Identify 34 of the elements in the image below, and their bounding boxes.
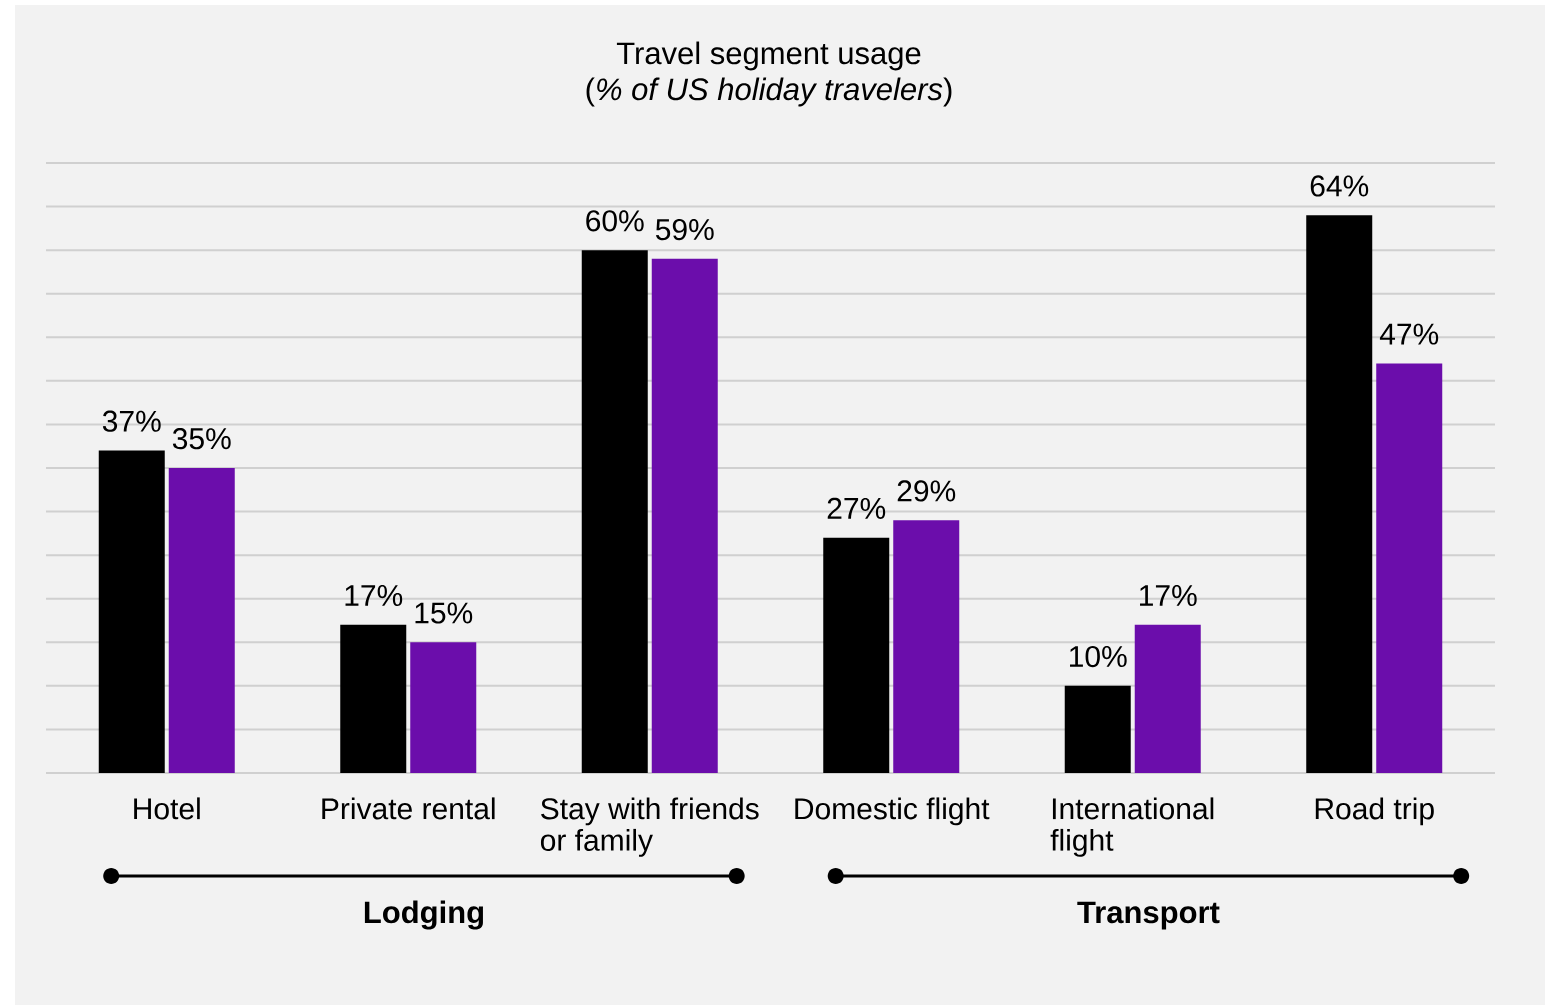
bar	[168, 468, 235, 773]
bar	[410, 642, 477, 773]
bar	[651, 258, 718, 773]
data-label: 10%	[1070, 645, 1127, 668]
data-label: 27%	[827, 497, 886, 519]
chart-title: Travel segment usage	[616, 41, 921, 71]
data-label: 47%	[1379, 323, 1439, 345]
data-label: 35%	[172, 428, 231, 450]
bar	[1064, 685, 1131, 773]
x-tick-label: International flight	[1050, 797, 1214, 857]
x-tick-label: Domestic flight	[795, 797, 990, 826]
data-label: 15%	[415, 602, 473, 624]
bar	[1134, 624, 1201, 773]
bar	[581, 250, 648, 773]
x-tick-label: Stay with friends or family	[540, 797, 759, 857]
data-label: 64%	[1310, 175, 1369, 197]
bar	[893, 520, 960, 773]
data-label: 29%	[897, 480, 956, 502]
data-label: 17%	[345, 585, 403, 607]
x-tick-label: Road trip	[1315, 797, 1434, 826]
bar	[1376, 363, 1443, 773]
data-label: 59%	[655, 218, 714, 241]
text: Transport	[1077, 901, 1220, 930]
bar	[1306, 215, 1373, 773]
bar	[823, 537, 890, 773]
bar	[98, 450, 165, 773]
data-label: 37%	[102, 410, 161, 432]
data-label: 60%	[586, 210, 644, 232]
chart-subtitle: (% of US holiday travelers)	[586, 77, 952, 107]
bar	[340, 624, 407, 773]
x-tick-label: Private rental	[322, 797, 495, 820]
text: Lodging	[364, 900, 483, 930]
x-tick-label: Hotel	[134, 797, 200, 820]
data-label: 17%	[1140, 585, 1197, 607]
